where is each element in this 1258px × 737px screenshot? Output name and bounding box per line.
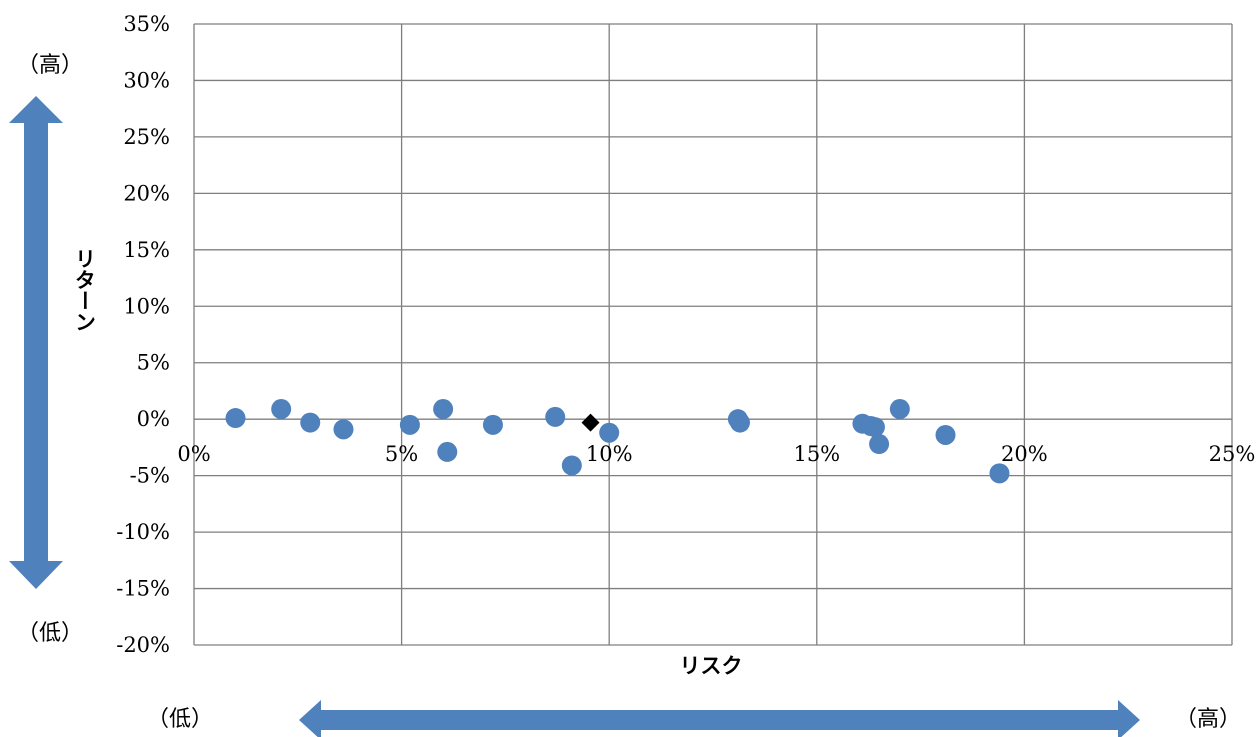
data-point: [935, 424, 956, 445]
data-point: [300, 412, 321, 433]
y-tick-label: 5%: [137, 351, 170, 375]
data-point: [889, 399, 910, 420]
data-point: [271, 399, 292, 420]
return-double-arrow: [9, 96, 63, 589]
data-point: [561, 455, 582, 476]
x-tick-label: 15%: [793, 442, 840, 466]
y-tick-labels: 35% 30% 25% 20% 15% 10% 5% 0% -5% -10% -15% -20%: [116, 12, 170, 657]
x-low-label: （低）: [147, 707, 213, 732]
risk-double-arrow: [299, 700, 1140, 737]
data-point: [433, 399, 454, 420]
diamond-point: [581, 413, 600, 432]
data-point: [399, 414, 420, 435]
y-tick-label: 15%: [123, 238, 170, 262]
x-tick-label: 20%: [1001, 442, 1048, 466]
data-point: [482, 414, 503, 435]
y-tick-label: 30%: [123, 68, 170, 92]
x-tick-label: 0%: [177, 442, 210, 466]
x-tick-label: 25%: [1209, 442, 1256, 466]
y-tick-label: 0%: [137, 407, 170, 431]
data-point: [599, 422, 620, 443]
y-tick-label: 35%: [123, 12, 170, 36]
data-point: [729, 412, 750, 433]
y-tick-label: -15%: [116, 577, 170, 601]
data-point: [225, 408, 246, 429]
y-tick-label: -5%: [130, 464, 170, 488]
x-tick-label: 5%: [385, 442, 418, 466]
x-axis-title: リスク: [680, 653, 743, 678]
data-point: [864, 417, 885, 438]
data-point: [545, 406, 566, 427]
grid-layer: [193, 23, 1233, 646]
y-tick-label: -20%: [116, 633, 170, 657]
y-low-label: （低）: [17, 621, 83, 646]
y-high-label: （高）: [17, 53, 83, 78]
y-tick-label: 20%: [123, 181, 170, 205]
data-points: [225, 399, 1010, 484]
y-tick-label: 10%: [123, 294, 170, 318]
x-tick-label: 10%: [586, 442, 633, 466]
data-point: [989, 463, 1010, 484]
data-point: [333, 419, 354, 440]
data-point: [437, 441, 458, 462]
y-axis-title: リターン: [73, 248, 98, 332]
data-point: [869, 434, 890, 455]
x-high-label: （高）: [1175, 707, 1241, 732]
y-tick-label: -10%: [116, 520, 170, 544]
y-tick-label: 25%: [123, 125, 170, 149]
x-tick-labels: 0% 5% 10% 15% 20% 25%: [177, 442, 1255, 466]
